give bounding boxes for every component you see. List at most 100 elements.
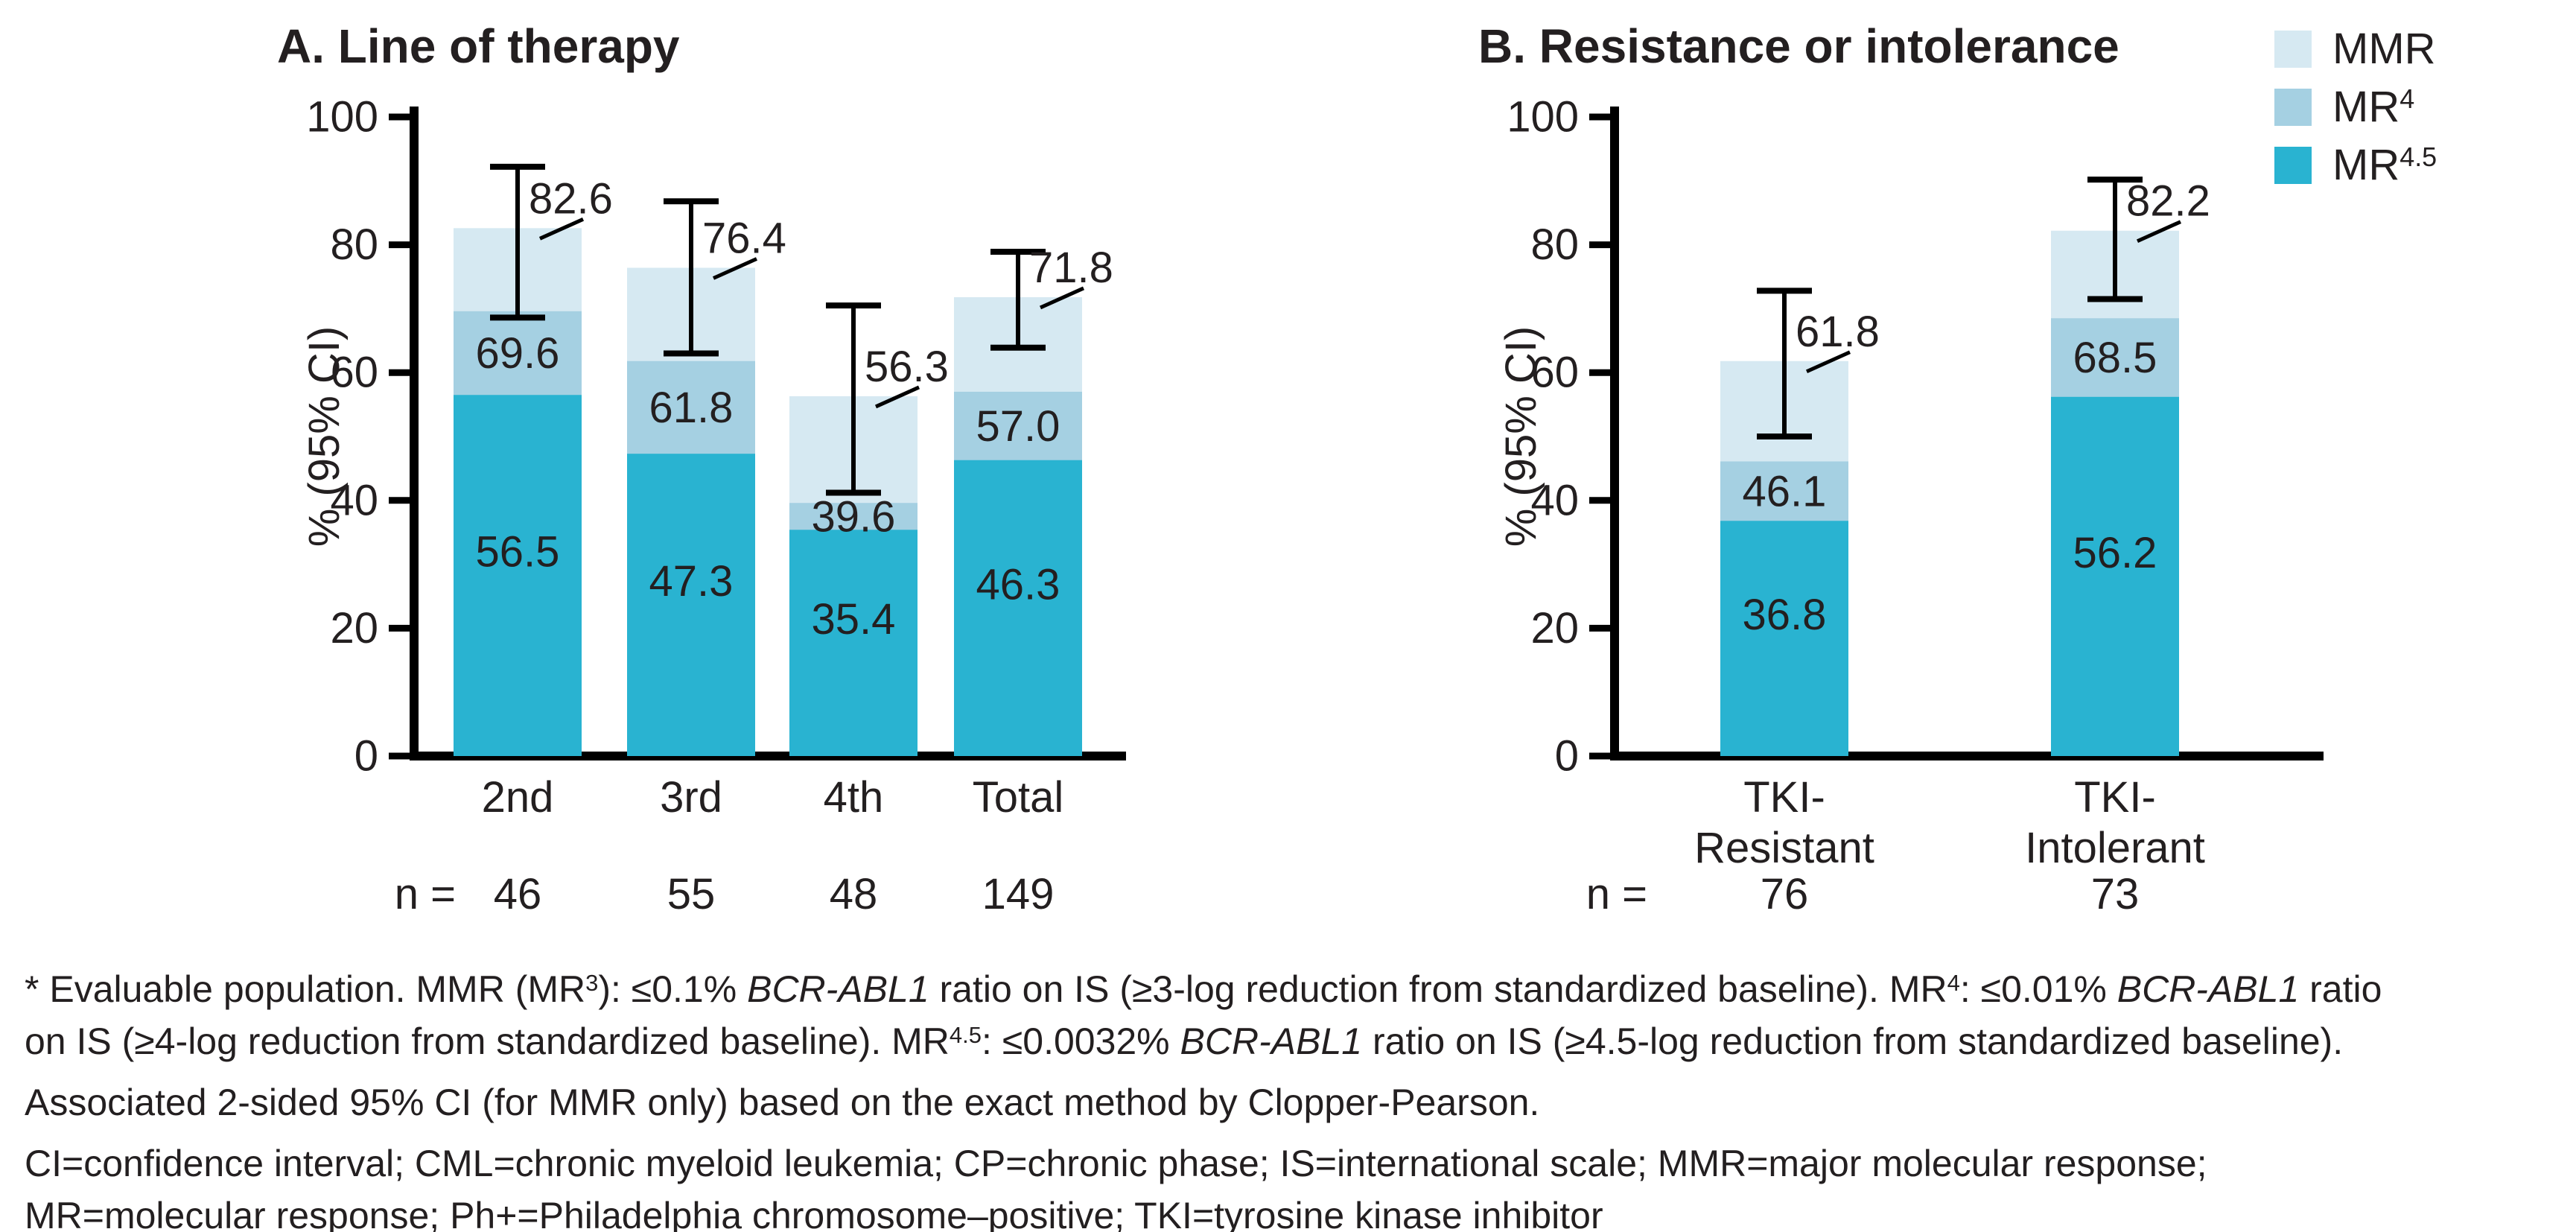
text-run: * Evaluable population. MMR (MR <box>25 968 586 1010</box>
n-value: 149 <box>982 870 1055 918</box>
footnote-line: CI=confidence interval; CML=chronic myel… <box>25 1137 2557 1190</box>
legend-item-mr45: MR4.5 <box>2274 144 2437 187</box>
value-label-mmr: 76.4 <box>702 214 786 262</box>
y-tick-label: 100 <box>306 93 378 142</box>
value-label-mr45: 56.5 <box>476 528 560 577</box>
bar-segment-mr45-2 <box>2051 396 2179 756</box>
value-label-mr4: 69.6 <box>476 329 560 378</box>
footnote-paragraph-2: Associated 2-sided 95% CI (for MMR only)… <box>25 1076 2557 1128</box>
legend-label-mr45: MR4.5 <box>2332 144 2437 187</box>
text-run: 3 <box>585 969 599 996</box>
value-label-mmr: 61.8 <box>1796 308 1880 356</box>
y-axis-label: % (95% CI) <box>300 326 349 547</box>
mmr-label-leader <box>538 217 585 241</box>
value-label-mr45: 56.2 <box>2073 529 2157 577</box>
value-label-mr45: 35.4 <box>812 595 896 644</box>
value-label-mr45: 36.8 <box>1743 591 1827 639</box>
footnote-paragraph-3: CI=confidence interval; CML=chronic myel… <box>25 1137 2557 1232</box>
y-tick-label: 40 <box>1530 476 1579 524</box>
text-run: : ≤0.01% <box>1959 968 2117 1010</box>
text-run: 4 <box>1947 969 1960 996</box>
legend-label-mr4: MR4 <box>2332 86 2414 129</box>
category-label: 2nd <box>482 773 554 822</box>
y-tick-label: 80 <box>1530 220 1579 269</box>
value-label-mr45: 46.3 <box>976 560 1060 609</box>
text-run: 4.5 <box>949 1021 982 1048</box>
value-label-mr4: 39.6 <box>812 492 896 541</box>
value-label-mr4: 46.1 <box>1743 467 1827 515</box>
legend: MMR MR4 MR4.5 <box>2274 28 2437 204</box>
legend-item-mr4: MR4 <box>2274 86 2437 129</box>
panel-b-title: B. Resistance or intolerance <box>1478 19 2119 73</box>
y-tick-label: 0 <box>1555 732 1579 781</box>
text-run: ratio on IS (≥4.5-log reduction from sta… <box>1362 1020 2344 1062</box>
value-label-mmr: 56.3 <box>865 343 949 391</box>
mmr-label-leader <box>1039 286 1085 310</box>
y-tick-label: 20 <box>1530 604 1579 652</box>
value-label-mr4: 61.8 <box>649 384 734 432</box>
category-label: 3rd <box>660 773 722 822</box>
footnote-line: * Evaluable population. MMR (MR3): ≤0.1%… <box>25 963 2557 1015</box>
footnote-paragraph-1: * Evaluable population. MMR (MR3): ≤0.1%… <box>25 963 2557 1067</box>
footnote-line: Associated 2-sided 95% CI (for MMR only)… <box>25 1076 2557 1128</box>
text-run: 4 <box>2400 83 2415 115</box>
n-value: 48 <box>830 870 878 918</box>
legend-swatch-mr45 <box>2274 147 2312 184</box>
n-prefix: n = <box>395 870 456 918</box>
text-run: 4.5 <box>2400 142 2437 173</box>
mmr-label-leader <box>2136 220 2182 244</box>
panel-a-title: A. Line of therapy <box>277 19 680 73</box>
legend-item-mmr: MMR <box>2274 28 2437 71</box>
footnote-line: on IS (≥4-log reduction from standardize… <box>25 1015 2557 1067</box>
category-label: TKI- <box>2074 773 2156 822</box>
footnotes: * Evaluable population. MMR (MR3): ≤0.1%… <box>25 963 2557 1232</box>
y-tick-label: 100 <box>1507 93 1579 142</box>
text-run: Associated 2-sided 95% CI (for MMR only)… <box>25 1082 1540 1123</box>
y-axis-label: % (95% CI) <box>1497 326 1545 547</box>
mmr-label-leader <box>874 385 920 409</box>
value-label-mmr: 71.8 <box>1029 244 1113 292</box>
category-label: TKI- <box>1743 773 1825 822</box>
bar-segment-mr45-2 <box>627 454 755 756</box>
value-label-mr45: 47.3 <box>649 557 734 606</box>
panel-a-chart: 0 20 40 60 80 100 % (95% CI) 82.6 69.6 56.5 2nd 46 7… <box>300 93 1126 918</box>
n-value: 73 <box>2091 870 2140 918</box>
y-tick-label: 80 <box>330 220 378 269</box>
text-run: CI=confidence interval; CML=chronic myel… <box>25 1143 2207 1184</box>
text-run: BCR-ABL1 <box>2117 968 2300 1010</box>
bar-segment-mr45-1 <box>1720 521 1848 756</box>
n-value: 76 <box>1761 870 1809 918</box>
text-run: ratio <box>2299 968 2382 1010</box>
legend-label-mmr: MMR <box>2332 28 2436 71</box>
text-run: MR <box>2332 83 2400 131</box>
bar-segment-mr45-4 <box>954 460 1082 756</box>
text-run: BCR-ABL1 <box>1180 1020 1363 1062</box>
text-run: : ≤0.0032% <box>982 1020 1180 1062</box>
y-tick-label: 20 <box>330 604 378 652</box>
text-run: ): ≤0.1% <box>598 968 748 1010</box>
category-label: Total <box>973 773 1064 822</box>
n-prefix: n = <box>1586 870 1647 918</box>
legend-swatch-mr4 <box>2274 89 2312 126</box>
y-tick-label: 60 <box>330 349 378 397</box>
mmr-label-leader <box>712 257 758 280</box>
category-label: 4th <box>824 773 884 822</box>
value-label-mr4: 68.5 <box>2073 334 2157 382</box>
n-value: 46 <box>494 870 542 918</box>
text-run: MR=molecular response; Ph+=Philadelphia … <box>25 1195 1603 1232</box>
footnote-line: MR=molecular response; Ph+=Philadelphia … <box>25 1190 2557 1232</box>
n-value: 55 <box>667 870 716 918</box>
text-run: BCR-ABL1 <box>747 968 929 1010</box>
text-run: MR <box>2332 141 2400 189</box>
bar-segment-mr45-3 <box>789 530 917 756</box>
value-label-mmr: 82.2 <box>2126 177 2210 226</box>
text-run: ratio on IS (≥3-log reduction from stand… <box>929 968 1947 1010</box>
category-label: Resistant <box>1694 824 1874 872</box>
mmr-label-leader <box>1805 350 1851 374</box>
category-label: Intolerant <box>2025 824 2205 872</box>
text-run: on IS (≥4-log reduction from standardize… <box>25 1020 950 1062</box>
y-tick-label: 60 <box>1530 349 1579 397</box>
